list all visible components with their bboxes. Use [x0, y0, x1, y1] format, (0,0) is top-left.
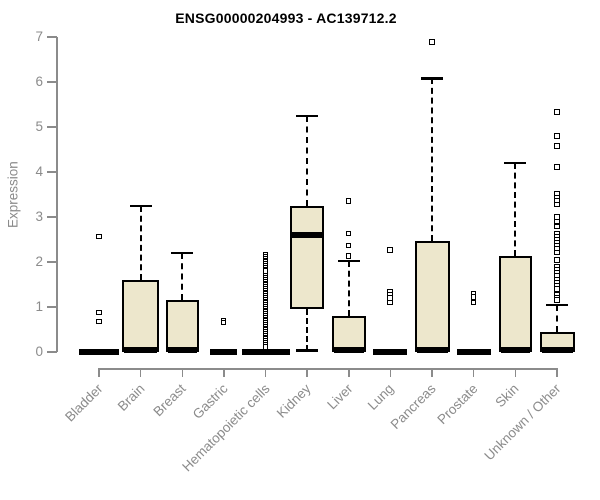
whisker-line-skin — [514, 163, 517, 257]
x-tick — [139, 368, 142, 377]
y-tick-label: 5 — [35, 119, 43, 134]
outlier-point — [345, 230, 352, 237]
median-line-liver — [333, 347, 364, 353]
outlier-point — [470, 299, 477, 305]
outlier-point — [554, 201, 560, 208]
outlier-point — [345, 253, 352, 259]
outlier-point — [554, 143, 560, 149]
whisker-line-unknown-other — [556, 304, 558, 332]
whisker-line-low-kidney — [306, 309, 309, 351]
median-line-unknown-other — [541, 347, 573, 353]
median-line-pancreas — [416, 347, 448, 353]
whisker-cap-low-kidney — [296, 349, 319, 352]
whisker-cap-breast — [171, 251, 194, 255]
y-tick-label: 1 — [35, 299, 43, 314]
y-tick-label: 0 — [35, 344, 43, 359]
x-axis-line — [99, 368, 558, 370]
whisker-line-breast — [181, 253, 184, 301]
outlier-point — [554, 133, 560, 139]
box-breast — [165, 300, 199, 352]
outlier-point — [387, 299, 393, 305]
y-tick — [47, 126, 57, 128]
whisker-cap-pancreas — [421, 77, 444, 80]
y-tick — [47, 306, 57, 308]
x-tick — [556, 368, 558, 377]
box-brain — [122, 280, 160, 352]
box-collapsed-bladder — [79, 349, 119, 355]
whisker-line-kidney — [306, 115, 309, 206]
outlier-point — [554, 223, 560, 230]
y-tick — [47, 171, 57, 173]
box-liver — [331, 316, 366, 352]
median-line-breast — [167, 347, 197, 353]
whisker-cap-unknown-other — [546, 303, 568, 306]
x-tick — [264, 368, 267, 377]
box-collapsed-hematopoietic-cells — [241, 349, 290, 355]
outlier-point — [554, 164, 560, 170]
y-tick — [47, 351, 57, 353]
outlier-point — [554, 249, 560, 256]
outlier-point — [470, 294, 477, 300]
outlier-point — [387, 247, 393, 253]
x-tick — [431, 368, 433, 377]
whisker-line-pancreas — [431, 78, 434, 241]
outlier-point — [220, 319, 227, 326]
y-axis-line — [56, 37, 58, 352]
outlier-point — [554, 286, 560, 292]
whisker-cap-kidney — [296, 114, 319, 117]
y-tick — [47, 216, 57, 218]
whisker-cap-brain — [129, 204, 152, 207]
y-tick-label: 6 — [35, 74, 43, 89]
outlier-point — [96, 309, 102, 316]
y-tick-label: 3 — [35, 209, 43, 224]
box-collapsed-gastric — [210, 349, 238, 355]
y-tick — [47, 36, 57, 38]
x-tick — [389, 368, 392, 377]
whisker-cap-skin — [504, 161, 527, 165]
box-skin — [498, 256, 532, 352]
box-collapsed-prostate — [456, 349, 491, 355]
outlier-point — [96, 318, 102, 325]
outlier-point — [96, 233, 102, 240]
outlier-point — [429, 39, 435, 45]
box-collapsed-lung — [373, 349, 408, 355]
x-tick — [181, 368, 184, 377]
median-line-kidney — [292, 232, 323, 238]
outlier-point — [554, 257, 560, 263]
outlier-point — [554, 109, 560, 115]
chart-title: ENSG00000204993 - AC139712.2 — [175, 10, 397, 26]
y-tick — [47, 81, 57, 83]
outlier-point — [345, 198, 352, 204]
box-pancreas — [414, 240, 450, 352]
whisker-line-liver — [347, 261, 350, 316]
median-line-skin — [500, 347, 530, 353]
outlier-point — [554, 297, 560, 303]
x-tick — [306, 368, 308, 377]
median-line-brain — [124, 347, 158, 353]
x-tick — [472, 368, 475, 377]
y-tick-label: 7 — [35, 29, 43, 44]
x-tick — [348, 368, 350, 377]
x-tick — [98, 368, 100, 377]
y-tick-label: 2 — [35, 254, 43, 269]
y-tick-label: 4 — [35, 164, 43, 179]
x-tick — [514, 368, 517, 377]
outlier-point — [262, 344, 269, 350]
y-tick — [47, 261, 57, 263]
whisker-cap-liver — [337, 259, 360, 263]
x-tick — [223, 368, 225, 377]
box-kidney — [290, 205, 325, 310]
outlier-point — [345, 242, 352, 249]
whisker-line-brain — [139, 205, 142, 280]
